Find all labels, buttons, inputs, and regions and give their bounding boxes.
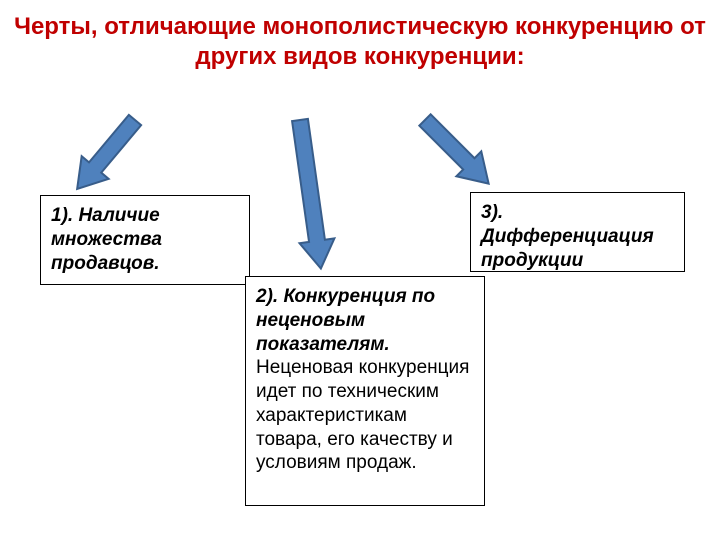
box-3: 3). Дифференциация продукции [470, 192, 685, 272]
box-2-bold: 2). Конкуренция по неценовым показателям… [256, 286, 435, 355]
box-2-plain: Неценовая конкуренция идет по технически… [256, 357, 469, 473]
arrow-left [64, 109, 149, 201]
arrow-right [413, 108, 502, 197]
box-1: 1). Наличие множества продавцов. [40, 195, 250, 285]
box-3-bold: 3). Дифференциация продукции [481, 202, 654, 271]
box-1-bold: 1). Наличие множества продавцов. [51, 205, 162, 274]
arrow-middle [283, 118, 339, 271]
box-2: 2). Конкуренция по неценовым показателям… [245, 276, 485, 506]
